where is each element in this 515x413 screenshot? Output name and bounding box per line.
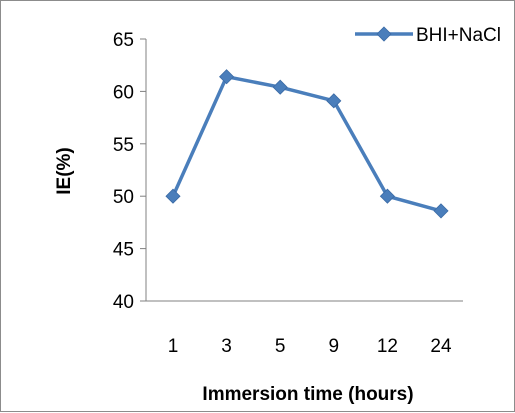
x-tick-label: 5 (275, 336, 286, 357)
data-point-marker (165, 188, 181, 204)
data-point-marker (433, 203, 449, 219)
y-tick-label: 50 (113, 187, 134, 208)
x-tick-label: 24 (430, 336, 452, 357)
data-point-marker (326, 93, 342, 109)
y-tick-label: 45 (113, 240, 134, 261)
y-axis: 40 45 50 55 60 65 (113, 30, 147, 313)
y-tick-label: 65 (113, 30, 134, 51)
data-point-marker (219, 69, 235, 85)
data-point-marker (379, 188, 395, 204)
x-axis: 1 3 5 9 12 24 (146, 300, 463, 357)
y-axis-title: IE(%) (54, 147, 75, 195)
x-axis-title: Immersion time (hours) (202, 384, 413, 405)
data-point-marker (272, 79, 288, 95)
x-tick-label: 12 (377, 336, 398, 357)
legend-diamond-marker (376, 26, 392, 42)
legend: BHI+NaCl (355, 25, 501, 46)
y-tick-label: 40 (113, 292, 134, 313)
y-tick-label: 60 (113, 82, 134, 103)
x-tick-label: 1 (168, 336, 179, 357)
y-tick-label: 55 (113, 135, 134, 156)
legend-label: BHI+NaCl (416, 25, 501, 46)
x-tick-label: 9 (329, 336, 340, 357)
series-group (165, 69, 449, 219)
series-line (171, 74, 442, 213)
x-tick-label: 3 (221, 336, 232, 357)
